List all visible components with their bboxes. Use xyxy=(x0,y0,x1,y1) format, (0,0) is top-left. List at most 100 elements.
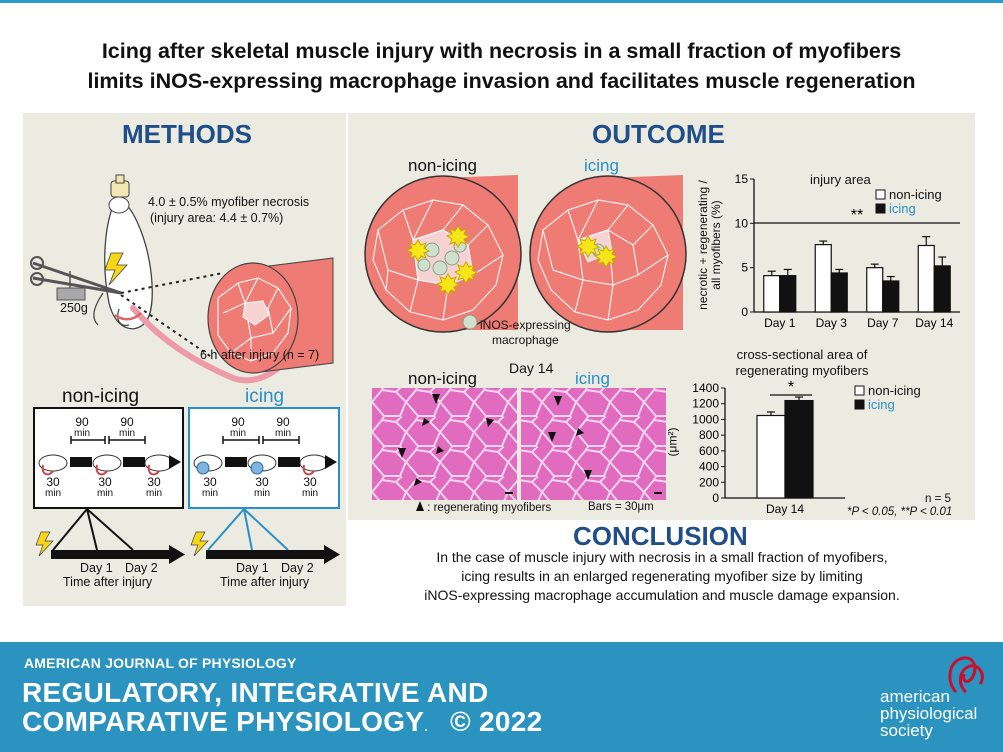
methods-heading: METHODS xyxy=(122,119,252,149)
bar xyxy=(814,244,832,313)
bar xyxy=(779,275,797,313)
muscle-cross-sections xyxy=(364,175,687,333)
y-tick-label: 600 xyxy=(699,444,719,458)
journal-title-line-2: COMPARATIVE PHYSIOLOGY. © 2022 xyxy=(22,706,543,737)
protocol-non-icing-label: non-icing xyxy=(62,386,140,407)
non-icing-duration-1: 30 min xyxy=(45,475,62,499)
non-icing-protocol-steps xyxy=(38,454,181,476)
icing-time-after-injury: Time after injury xyxy=(220,575,310,589)
outcome-icing-label: icing xyxy=(584,156,619,175)
chart2-title: cross-sectional area of regenerating myo… xyxy=(735,347,869,378)
non-icing-timeline xyxy=(35,508,185,564)
bar xyxy=(830,272,848,313)
graphical-abstract-title: Icing after skeletal muscle injury with … xyxy=(20,36,983,96)
x-tick-label: Day 14 xyxy=(766,502,804,516)
icing-timeline xyxy=(190,508,340,564)
icing-day1: Day 1 xyxy=(236,561,269,575)
muscle-cylinder-illustration xyxy=(207,257,334,374)
icing-protocol-steps xyxy=(193,454,337,476)
protocol-icing-label: icing xyxy=(245,386,285,407)
icing-duration-1: 30 min xyxy=(202,475,219,499)
forceps-icon xyxy=(30,256,122,295)
icing-day2: Day 2 xyxy=(281,561,314,575)
journal-footer xyxy=(0,642,1003,752)
non-icing-interval-1: 90 min xyxy=(74,415,91,439)
injury-area-chart: 0 5 10 15 Day 1 Day 3 Day 7 Day 14 non-icingicin… xyxy=(735,172,960,330)
bar xyxy=(882,280,900,313)
histology-images xyxy=(372,388,666,500)
legend-swatch xyxy=(854,385,865,396)
title-line-2: limits iNOS-expressing macrophage invasi… xyxy=(87,69,916,93)
conclusion-line-2: icing results in an enlarged regeneratin… xyxy=(461,568,863,584)
y-tick-label: 0 xyxy=(712,491,719,505)
legend-label: non-icing xyxy=(868,383,921,398)
macrophage-legend-icon xyxy=(462,314,478,330)
p-note: *P < 0.05, **P < 0.01 xyxy=(847,506,953,518)
significance-marker: * xyxy=(788,379,794,396)
bar xyxy=(866,267,884,313)
arrowhead-legend-icon xyxy=(416,501,424,511)
outcome-non-icing-label: non-icing xyxy=(408,156,477,175)
macrophage-icons xyxy=(417,239,467,276)
y-tick-label: 15 xyxy=(735,172,749,186)
non-icing-day1: Day 1 xyxy=(80,561,113,575)
injury-lightning-icon xyxy=(104,252,128,286)
aps-society-name: american physiological society xyxy=(880,687,978,740)
weight-block-icon xyxy=(56,287,86,301)
bar xyxy=(756,414,786,499)
conclusion-line-3: iNOS-expressing macrophage accumulation … xyxy=(424,587,900,603)
aps-logo-icon xyxy=(948,656,984,694)
non-icing-injury-lightning-icon xyxy=(35,531,54,557)
regenerating-arrowheads xyxy=(398,394,592,486)
y-tick-label: 1000 xyxy=(692,412,719,426)
icing-interval-2: 90 min xyxy=(275,415,292,439)
regenerating-legend: : regenerating myofibers xyxy=(416,501,551,514)
legend-swatch xyxy=(854,399,865,410)
non-icing-day2: Day 2 xyxy=(125,561,158,575)
bar xyxy=(763,275,781,313)
histology-icing-label: icing xyxy=(575,369,610,388)
day14-label: Day 14 xyxy=(509,360,554,376)
non-icing-duration-3: 30 min xyxy=(146,475,163,499)
histology-icing-image xyxy=(521,388,666,500)
necrosis-text: 4.0 ± 0.5% myofiber necrosis xyxy=(148,195,310,209)
y-tick-label: 200 xyxy=(699,475,719,489)
y-tick-label: 1400 xyxy=(692,381,719,395)
protocol-diagram xyxy=(33,407,340,564)
non-icing-duration-2: 30 min xyxy=(97,475,114,499)
syringe-weight-icon xyxy=(110,174,130,198)
chart1-ylabel-container: necrotic + regenerating / all myofibers … xyxy=(688,170,728,325)
macrophage-legend: iNOS-expressing macrophage xyxy=(480,318,571,347)
x-tick-label: Day 3 xyxy=(816,316,848,330)
methods-illustration xyxy=(30,174,334,384)
icing-interval-1: 90 min xyxy=(230,415,247,439)
histology-non-icing-label: non-icing xyxy=(408,369,477,388)
legend-label: icing xyxy=(868,397,895,412)
chart1-ylabel-line2: all myofibers (%) xyxy=(709,200,723,290)
significance-marker: ** xyxy=(851,207,863,224)
x-tick-label: Day 1 xyxy=(764,316,796,330)
icing-cross-section xyxy=(529,175,687,333)
journal-title-line-1: REGULATORY, INTEGRATIVE AND xyxy=(22,677,489,708)
time-note: 6 h after injury (n = 7) xyxy=(200,348,320,362)
icing-injury-lightning-icon xyxy=(190,531,209,557)
conclusion-line-1: In the case of muscle injury with necros… xyxy=(436,549,888,565)
conclusion-heading: CONCLUSION xyxy=(573,521,748,551)
y-tick-label: 5 xyxy=(741,261,748,275)
chart2-ylabel: (μm²) xyxy=(665,427,680,457)
legend-label: non-icing xyxy=(889,187,942,202)
weight-label: 250g xyxy=(60,301,88,315)
legend-swatch xyxy=(875,189,886,200)
outcome-heading: OUTCOME xyxy=(592,119,725,149)
non-icing-interval-2: 90 min xyxy=(119,415,136,439)
y-tick-label: 10 xyxy=(735,216,749,230)
y-tick-label: 0 xyxy=(741,305,748,319)
conclusion-panel xyxy=(348,520,975,606)
injury-area-text: (injury area: 4.4 ± 0.7%) xyxy=(150,211,284,225)
legend-swatch xyxy=(875,203,886,214)
bar xyxy=(917,244,935,313)
bar xyxy=(784,399,814,499)
non-icing-time-after-injury: Time after injury xyxy=(63,575,153,589)
icing-duration-2: 30 min xyxy=(254,475,271,499)
